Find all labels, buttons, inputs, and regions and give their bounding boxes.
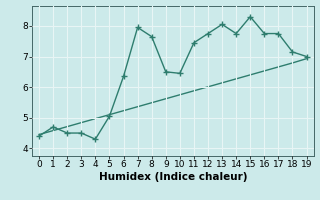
X-axis label: Humidex (Indice chaleur): Humidex (Indice chaleur) [99,172,247,182]
